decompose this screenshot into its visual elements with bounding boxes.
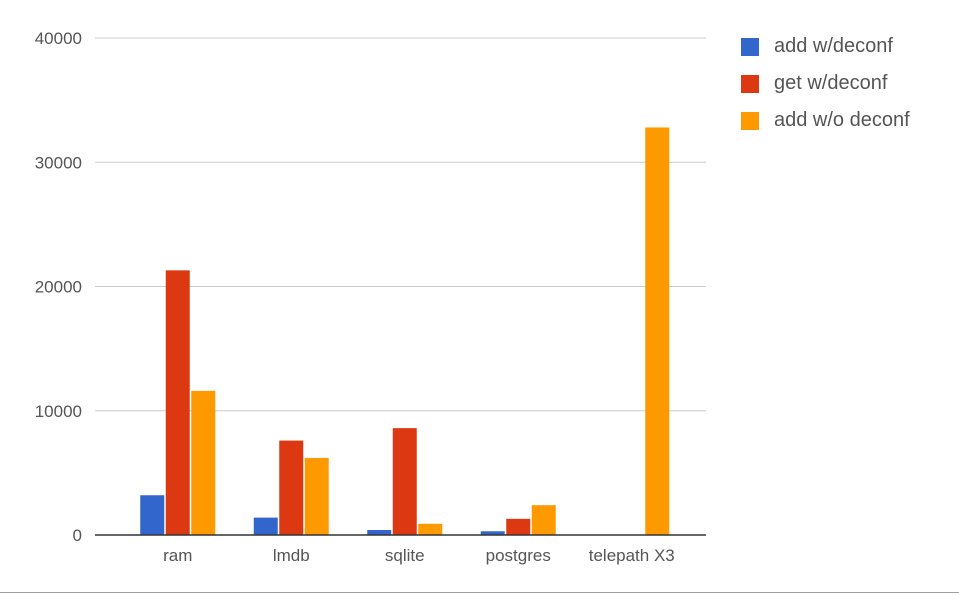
legend-item: add w/deconf (741, 28, 955, 65)
legend-item: add w/o deconf (741, 102, 955, 139)
legend-label: get w/deconf (774, 72, 888, 94)
bar (165, 270, 190, 535)
y-tick-label: 40000 (35, 29, 82, 48)
y-axis-tick-labels: 0 10000 20000 30000 40000 (35, 29, 82, 545)
bar (304, 457, 329, 535)
bar (279, 440, 304, 535)
bar (140, 495, 165, 535)
y-tick-label: 10000 (35, 402, 82, 421)
x-tick-label: postgres (486, 546, 551, 565)
legend-item: get w/deconf (741, 65, 955, 102)
bars (140, 127, 670, 536)
bar (480, 531, 505, 535)
legend-label: add w/o deconf (774, 109, 910, 131)
bar (253, 517, 278, 535)
bar (367, 530, 392, 535)
x-tick-label: ram (163, 546, 192, 565)
bar (645, 127, 670, 536)
bar (191, 390, 216, 535)
y-tick-label: 30000 (35, 153, 82, 172)
x-tick-label: telepath X3 (589, 546, 675, 565)
x-tick-label: lmdb (273, 546, 310, 565)
legend-swatch (741, 111, 759, 130)
bar (392, 428, 417, 535)
legend: add w/deconf get w/deconf add w/o deconf (741, 28, 955, 139)
legend-swatch (741, 37, 759, 56)
legend-swatch (741, 74, 759, 93)
y-tick-label: 0 (73, 526, 82, 545)
y-tick-label: 20000 (35, 278, 82, 297)
bar (506, 518, 531, 535)
bar (531, 505, 556, 535)
gridlines (95, 37, 706, 412)
x-axis-tick-labels: ram lmdb sqlite postgres telepath X3 (163, 546, 675, 565)
legend-label: add w/deconf (774, 35, 893, 57)
bottom-divider (0, 592, 959, 593)
x-tick-label: sqlite (385, 546, 425, 565)
bar (418, 523, 443, 535)
